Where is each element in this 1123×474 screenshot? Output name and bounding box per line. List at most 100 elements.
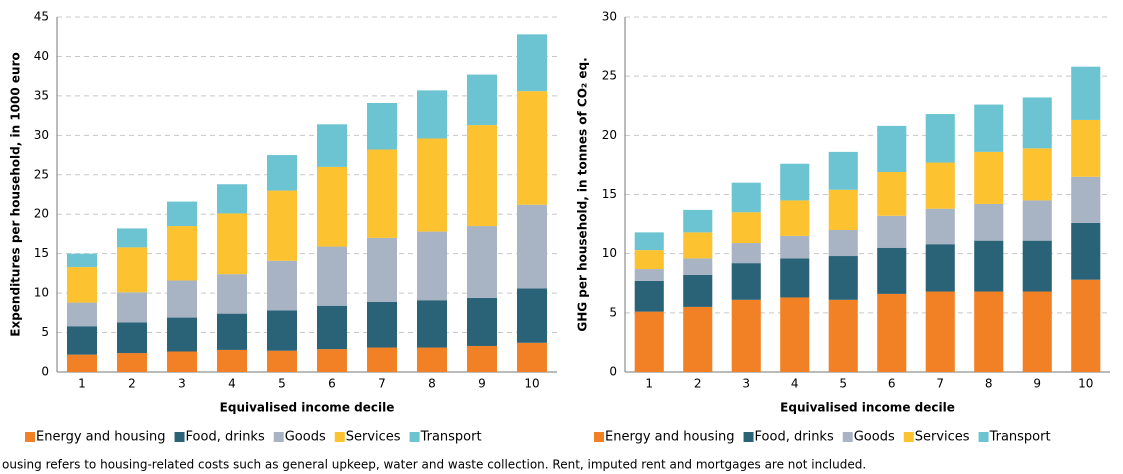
bar-segment xyxy=(683,258,713,275)
x-axis-title: Equivalised income decile xyxy=(220,401,395,415)
bar-segment xyxy=(217,349,247,372)
bar-segment xyxy=(517,91,547,205)
bar-segment xyxy=(167,317,197,352)
bar-segment xyxy=(417,231,447,301)
bar-segment xyxy=(317,166,347,247)
x-tick-label: 1 xyxy=(78,377,86,391)
bar-segment xyxy=(877,247,907,294)
bar-segment xyxy=(1071,176,1101,223)
bar-segment xyxy=(1022,97,1052,149)
bar-segment xyxy=(780,258,810,298)
bar-segment xyxy=(925,162,955,209)
legend-label: Goods xyxy=(854,430,895,445)
x-tick-label: 5 xyxy=(278,377,286,391)
bar-segment xyxy=(683,232,713,259)
bar-segment xyxy=(167,351,197,372)
bar-segment xyxy=(634,269,664,281)
y-tick-label: 25 xyxy=(602,69,617,83)
x-tick-label: 10 xyxy=(524,377,539,391)
bar-segment xyxy=(731,263,761,300)
legend-label: Transport xyxy=(420,430,482,445)
bar-segment xyxy=(925,291,955,372)
bar-segment xyxy=(317,305,347,350)
bar-segment xyxy=(634,250,664,270)
x-tick-label: 2 xyxy=(128,377,136,391)
bar-segment xyxy=(634,280,664,312)
bar-segment xyxy=(1022,291,1052,372)
x-tick-label: 4 xyxy=(228,377,236,391)
bar-segment xyxy=(267,310,297,351)
bar-segment xyxy=(1071,222,1101,280)
bar-segment xyxy=(828,189,858,230)
legend-label: Services xyxy=(915,430,970,445)
y-tick-label: 15 xyxy=(34,246,49,260)
bar-segment xyxy=(974,240,1004,292)
x-tick-label: 5 xyxy=(839,377,847,391)
legend-swatch xyxy=(978,432,989,442)
bar-segment xyxy=(467,345,497,372)
bar-segment xyxy=(167,201,197,227)
legend-swatch xyxy=(273,432,284,442)
bar-segment xyxy=(517,288,547,343)
bar-segment xyxy=(780,163,810,201)
bar-segment xyxy=(828,230,858,257)
bar-segment xyxy=(877,125,907,173)
y-tick-label: 30 xyxy=(602,10,617,24)
y-tick-label: 5 xyxy=(41,325,49,339)
x-tick-label: 9 xyxy=(478,377,486,391)
bar-segment xyxy=(467,297,497,346)
bar-segment xyxy=(467,74,497,126)
bar-segment xyxy=(517,342,547,372)
bar-segment xyxy=(683,274,713,307)
y-tick-label: 5 xyxy=(609,305,617,319)
bar-segment xyxy=(217,213,247,275)
bar-segment xyxy=(828,256,858,300)
x-tick-label: 4 xyxy=(791,377,799,391)
legend-label: Energy and housing xyxy=(36,430,166,445)
bar-segment xyxy=(317,349,347,372)
bar-segment xyxy=(780,235,810,259)
bar-segment xyxy=(317,124,347,167)
bar-segment xyxy=(683,306,713,372)
bar-segment xyxy=(267,190,297,261)
bar-segment xyxy=(367,347,397,372)
legend-swatch xyxy=(743,432,754,442)
bar-segment xyxy=(417,300,447,348)
y-axis-title: Expenditures per household, in 1000 euro xyxy=(9,52,23,336)
bar-segment xyxy=(117,353,147,372)
bar-segment xyxy=(67,267,97,303)
legend-swatch xyxy=(409,432,420,442)
bar-segment xyxy=(167,226,197,281)
bar-segment xyxy=(467,125,497,227)
bar-segment xyxy=(974,203,1004,241)
x-tick-label: 8 xyxy=(428,377,436,391)
y-axis-title: GHG per household, in tonnes of CO₂ eq. xyxy=(576,57,590,331)
bar-segment xyxy=(217,274,247,314)
bar-segment xyxy=(877,293,907,372)
legend-label: Food, drinks xyxy=(186,430,265,445)
bar-segment xyxy=(117,228,147,248)
bar-segment xyxy=(731,212,761,244)
bar-segment xyxy=(974,151,1004,204)
x-tick-label: 6 xyxy=(888,377,896,391)
bar-segment xyxy=(1022,200,1052,241)
x-tick-label: 3 xyxy=(178,377,186,391)
bar-segment xyxy=(780,297,810,372)
bar-segment xyxy=(117,322,147,354)
bar-segment xyxy=(517,204,547,289)
legend-label: Food, drinks xyxy=(755,430,834,445)
y-tick-label: 0 xyxy=(609,365,617,379)
bar-segment xyxy=(877,172,907,216)
y-tick-label: 35 xyxy=(34,88,49,102)
bar-segment xyxy=(828,299,858,372)
bar-segment xyxy=(634,232,664,251)
bar-segment xyxy=(367,301,397,348)
y-tick-label: 20 xyxy=(602,128,617,142)
footnote: ousing refers to housing-related costs s… xyxy=(2,458,866,472)
bar-segment xyxy=(634,311,664,372)
bar-segment xyxy=(731,299,761,372)
bar-segment xyxy=(217,313,247,350)
bar-segment xyxy=(925,244,955,292)
legend-swatch xyxy=(334,432,345,442)
y-tick-label: 25 xyxy=(34,167,49,181)
